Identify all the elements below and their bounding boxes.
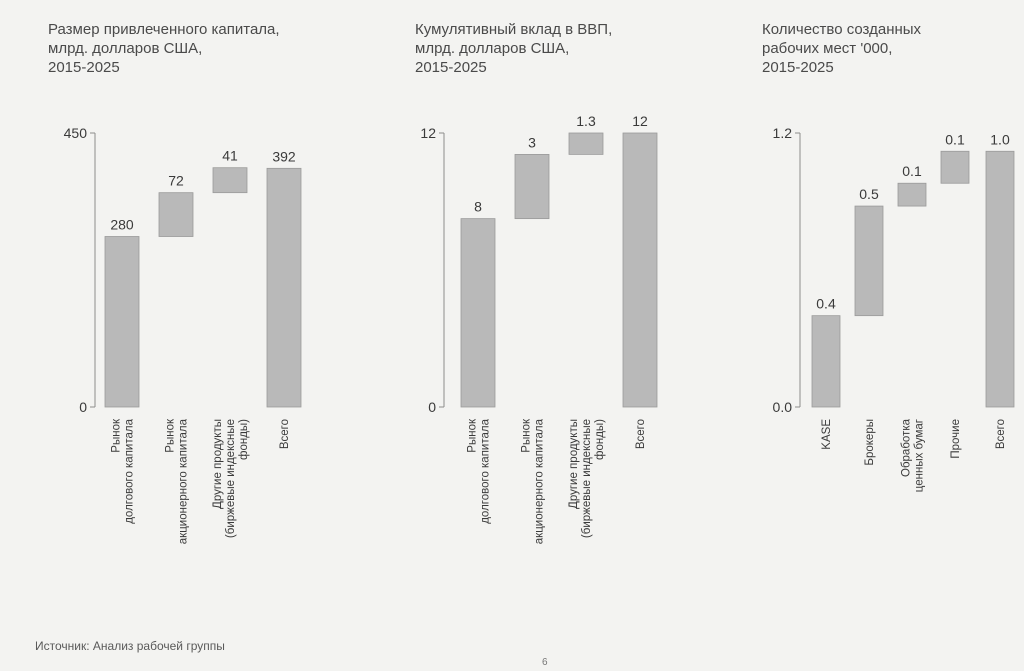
bar-value-label: 0.1 <box>902 163 922 179</box>
bar <box>622 132 658 408</box>
category-label-line: ценных бумаг <box>914 419 926 492</box>
category-label: Брокеры <box>864 419 876 466</box>
category-label-line: долгового капитала <box>124 418 136 523</box>
category-label-line: Всего <box>279 419 291 449</box>
bar <box>266 167 302 408</box>
category-label: KASE <box>821 419 833 450</box>
category-label-line: фонды) <box>238 419 250 460</box>
category-label-line: Рынок <box>165 418 177 453</box>
bar <box>460 218 496 408</box>
category-label-line: Другие продукты <box>212 419 224 509</box>
category-label: Другие продукты(биржевые индексныефонды) <box>568 419 606 538</box>
bar-value-label: 392 <box>272 148 296 164</box>
bar <box>854 205 884 317</box>
category-label: Прочие <box>950 419 962 459</box>
chart-title-line: рабочих мест '000, <box>762 40 893 57</box>
chart-title-line: Размер привлеченного капитала, <box>48 21 280 38</box>
page-number: 6 <box>542 657 548 668</box>
category-label-line: Рынок <box>521 418 533 453</box>
y-tick-label: 0.0 <box>773 399 793 415</box>
category-label: Всего <box>279 419 291 449</box>
y-tick-label: 1.2 <box>773 125 793 141</box>
bar-value-label: 1.3 <box>576 113 596 129</box>
category-label: Другие продукты(биржевые индексныефонды) <box>212 419 250 538</box>
bar <box>940 150 970 184</box>
bar-value-label: 1.0 <box>990 131 1010 147</box>
category-label-line: Брокеры <box>864 419 876 466</box>
bar-value-label: 8 <box>474 199 482 215</box>
source-note: Источник: Анализ рабочей группы <box>35 639 225 653</box>
category-label-line: (биржевые индексные <box>225 419 237 538</box>
category-label-line: фонды) <box>594 419 606 460</box>
bar <box>212 167 248 194</box>
bar <box>568 132 604 155</box>
bar-value-label: 41 <box>222 148 238 164</box>
bar <box>985 150 1015 408</box>
y-tick-label: 0 <box>79 399 87 415</box>
chart-title-line: Количество созданных <box>762 21 922 38</box>
bar-value-label: 280 <box>110 217 134 233</box>
bar <box>514 154 550 220</box>
chart-title-line: 2015-2025 <box>762 59 834 76</box>
category-label: Рынокдолгового капитала <box>111 418 136 524</box>
category-label-line: акционерного капитала <box>534 418 546 544</box>
bar-value-label: 0.5 <box>859 186 879 202</box>
category-label-line: Прочие <box>950 419 962 459</box>
bar <box>811 315 841 408</box>
y-tick-label: 0 <box>428 399 436 415</box>
category-label-line: Обработка <box>901 418 913 477</box>
bar-value-label: 0.1 <box>945 131 965 147</box>
category-label: Всего <box>995 419 1007 449</box>
category-label-line: Всего <box>635 419 647 449</box>
chart-title: Количество созданных рабочих мест '000, … <box>762 20 1024 77</box>
bar-value-label: 3 <box>528 134 536 150</box>
bar <box>897 182 927 207</box>
y-tick-label: 450 <box>64 125 88 141</box>
chart-title-line: 2015-2025 <box>415 59 487 76</box>
category-label-line: Рынок <box>467 418 479 453</box>
category-label: Всего <box>635 419 647 449</box>
category-label: Рынокдолгового капитала <box>467 418 492 524</box>
category-label-line: Всего <box>995 419 1007 449</box>
chart-title-line: Кумулятивный вклад в ВВП, <box>415 21 613 38</box>
chart-title: Кумулятивный вклад в ВВП, млрд. долларов… <box>415 20 715 77</box>
category-label-line: долгового капитала <box>480 418 492 523</box>
bar <box>104 236 140 408</box>
category-label: Рынокакционерного капитала <box>521 418 546 544</box>
category-label: Рынокакционерного капитала <box>165 418 190 544</box>
category-label: Обработкаценных бумаг <box>901 418 926 492</box>
category-label-line: (биржевые индексные <box>581 419 593 538</box>
bar-value-label: 0.4 <box>816 296 836 312</box>
chart-title: Размер привлеченного капитала, млрд. дол… <box>48 20 348 77</box>
category-label-line: Рынок <box>111 418 123 453</box>
category-label-line: Другие продукты <box>568 419 580 509</box>
bar-value-label: 72 <box>168 173 184 189</box>
chart-title-line: млрд. долларов США, <box>415 40 570 57</box>
bar <box>158 192 194 237</box>
category-label-line: KASE <box>821 419 833 450</box>
chart-title-line: млрд. долларов США, <box>48 40 203 57</box>
bar-value-label: 12 <box>632 113 648 129</box>
y-tick-label: 12 <box>420 125 436 141</box>
chart-title-line: 2015-2025 <box>48 59 120 76</box>
category-label-line: акционерного капитала <box>178 418 190 544</box>
